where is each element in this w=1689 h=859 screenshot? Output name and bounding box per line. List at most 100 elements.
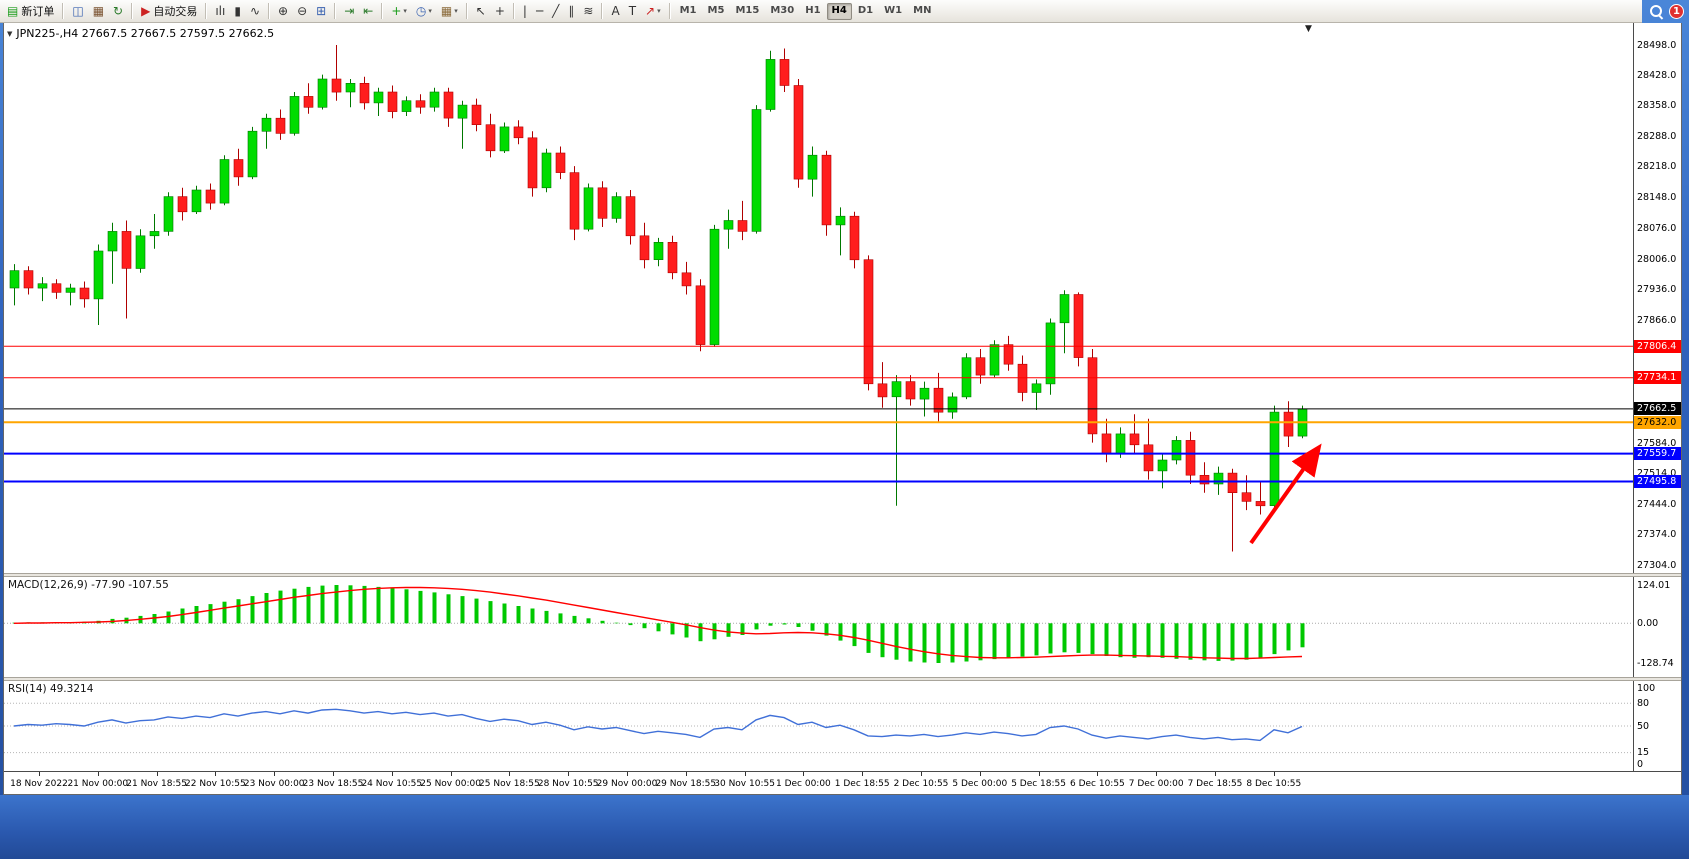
time-axis-label: 23 Nov 00:00 — [243, 779, 305, 789]
profiles-icon: ▦ — [92, 4, 105, 18]
candle-body — [93, 250, 104, 300]
panel-splitter[interactable] — [4, 573, 1681, 577]
candle-body — [163, 196, 174, 232]
tile-windows-button[interactable]: ⊞ — [312, 2, 330, 21]
profiles-button[interactable]: ▦ — [89, 2, 108, 21]
candle-body — [1283, 411, 1294, 437]
macd-signal-line — [13, 586, 1303, 660]
bar-chart-button[interactable]: ılı — [211, 2, 229, 21]
rsi-panel[interactable]: 100 80 50 15 0 RSI(14) 49.3214 — [4, 681, 1681, 771]
candle-body — [1213, 472, 1224, 485]
timeframe-h1-button[interactable]: H1 — [805, 5, 821, 16]
candle-body — [191, 189, 202, 213]
candlestick-chart-button[interactable]: ▮ — [230, 2, 245, 21]
panel-splitter[interactable] — [4, 677, 1681, 681]
macd-tick-label: -128.74 — [1637, 657, 1674, 669]
rsi-line — [13, 708, 1303, 742]
time-axis-tick — [862, 772, 864, 776]
macd-panel[interactable]: 124.01 0.00 -128.74 MACD(12,26,9) -77.90 -… — [4, 577, 1681, 677]
timeframe-d1-button[interactable]: D1 — [857, 5, 874, 16]
chart-shift-button[interactable]: ⇤ — [359, 2, 377, 21]
arrows-button[interactable]: ↗ ▾ — [641, 2, 665, 21]
auto-scroll-button[interactable]: ⇥ — [340, 2, 358, 21]
time-axis-label: 29 Nov 18:55 — [655, 779, 717, 789]
candlestick-chart[interactable] — [4, 23, 1635, 573]
trendline-button[interactable]: ╱ — [548, 2, 563, 21]
fibonacci-button[interactable]: ≋ — [579, 2, 597, 21]
charts-button[interactable]: ◫ — [68, 2, 87, 21]
price-axis[interactable]: 28498.0 28428.0 28358.0 28288.0 28218.0 28148… — [1633, 23, 1681, 573]
candle-body — [849, 215, 860, 261]
candle-body — [779, 59, 790, 86]
price-tick-label: 27374.0 — [1637, 529, 1677, 540]
chevron-down-icon: ▾ — [403, 6, 407, 15]
candle-body — [79, 287, 90, 300]
candle-body — [1241, 492, 1252, 502]
collapse-chevron-icon[interactable]: ▼ — [7, 29, 13, 38]
templates-button[interactable]: ▦ ▾ — [437, 2, 462, 21]
rsi-tick-label: 100 — [1637, 682, 1656, 694]
candle-body — [933, 387, 944, 413]
refresh-button[interactable]: ↻ — [109, 2, 127, 21]
indicators-button[interactable]: + ▾ — [387, 2, 411, 21]
candle-body — [205, 189, 216, 204]
zoom-out-button[interactable]: ⊖ — [293, 2, 311, 21]
candle-body — [23, 270, 34, 289]
candle-body — [317, 78, 328, 108]
cursor-button[interactable]: ↖ — [472, 2, 490, 21]
crosshair-icon: + — [494, 4, 505, 18]
text-label-button[interactable]: T — [625, 2, 640, 21]
toolbar-separator — [465, 3, 468, 19]
candle-body — [891, 381, 902, 398]
vertical-line-icon: | — [522, 4, 527, 18]
toolbar-right-area: 1 — [1643, 0, 1689, 23]
trendline-icon: ╱ — [552, 4, 560, 18]
horizontal-line-icon: ─ — [535, 4, 544, 18]
time-axis-label: 28 Nov 10:55 — [537, 779, 599, 789]
vertical-line-button[interactable]: | — [519, 2, 531, 21]
timeframe-mn-button[interactable]: MN — [913, 5, 932, 16]
price-chart-panel[interactable]: 28498.0 28428.0 28358.0 28288.0 28218.0 28148… — [4, 23, 1681, 573]
candle-body — [821, 154, 832, 226]
trend-arrow-object[interactable] — [1249, 443, 1322, 545]
candle-body — [1073, 294, 1084, 358]
zoom-in-button[interactable]: ⊕ — [274, 2, 292, 21]
candle-body — [793, 85, 804, 180]
time-axis-label: 21 Nov 00:00 — [67, 779, 129, 789]
candle-body — [1255, 501, 1266, 507]
candle-body — [107, 231, 118, 252]
text-button[interactable]: A — [607, 2, 623, 21]
price-line-badge: 27662.5 — [1634, 402, 1681, 416]
timeframe-h4-button[interactable]: H4 — [826, 2, 852, 20]
candle-body — [65, 287, 76, 293]
crosshair-button[interactable]: + — [491, 2, 509, 21]
time-axis-label: 30 Nov 10:55 — [714, 779, 775, 789]
timeframe-m15-button[interactable]: M15 — [735, 5, 760, 16]
periods-button[interactable]: ◷ ▾ — [412, 2, 436, 21]
time-axis-tick — [450, 772, 452, 776]
candle-body — [1227, 472, 1238, 494]
candle-body — [37, 283, 48, 289]
timeframe-m5-button[interactable]: M5 — [707, 5, 725, 16]
line-chart-button[interactable]: ∿ — [246, 2, 264, 21]
time-axis[interactable]: 18 Nov 2022 21 Nov 00:00 21 Nov 18:55 22 No… — [4, 771, 1681, 793]
arrows-icon: ↗ — [645, 4, 656, 18]
timeframe-m1-button[interactable]: M1 — [679, 5, 697, 16]
autotrade-button[interactable]: ▶ 自动交易 — [137, 2, 201, 21]
chart-shift-marker[interactable]: ▼ — [1305, 24, 1312, 34]
new-order-button[interactable]: ▤ 新订单 — [3, 2, 58, 21]
notification-badge[interactable]: 1 — [1669, 4, 1684, 19]
time-axis-tick — [1038, 772, 1040, 776]
search-icon[interactable] — [1649, 4, 1664, 19]
candle-body — [639, 235, 650, 261]
timeframe-m30-button[interactable]: M30 — [770, 5, 795, 16]
time-axis-label: 5 Dec 00:00 — [952, 779, 1008, 789]
rsi-axis[interactable]: 100 80 50 15 0 — [1633, 681, 1681, 771]
channel-button[interactable]: ∥ — [564, 2, 578, 21]
chart-shift-icon: ⇤ — [363, 4, 374, 18]
timeframe-w1-button[interactable]: W1 — [884, 5, 903, 16]
text-icon: A — [611, 4, 620, 18]
horizontal-line-button[interactable]: ─ — [532, 2, 547, 21]
macd-axis[interactable]: 124.01 0.00 -128.74 — [1633, 577, 1681, 677]
toolbar-separator — [601, 3, 604, 19]
